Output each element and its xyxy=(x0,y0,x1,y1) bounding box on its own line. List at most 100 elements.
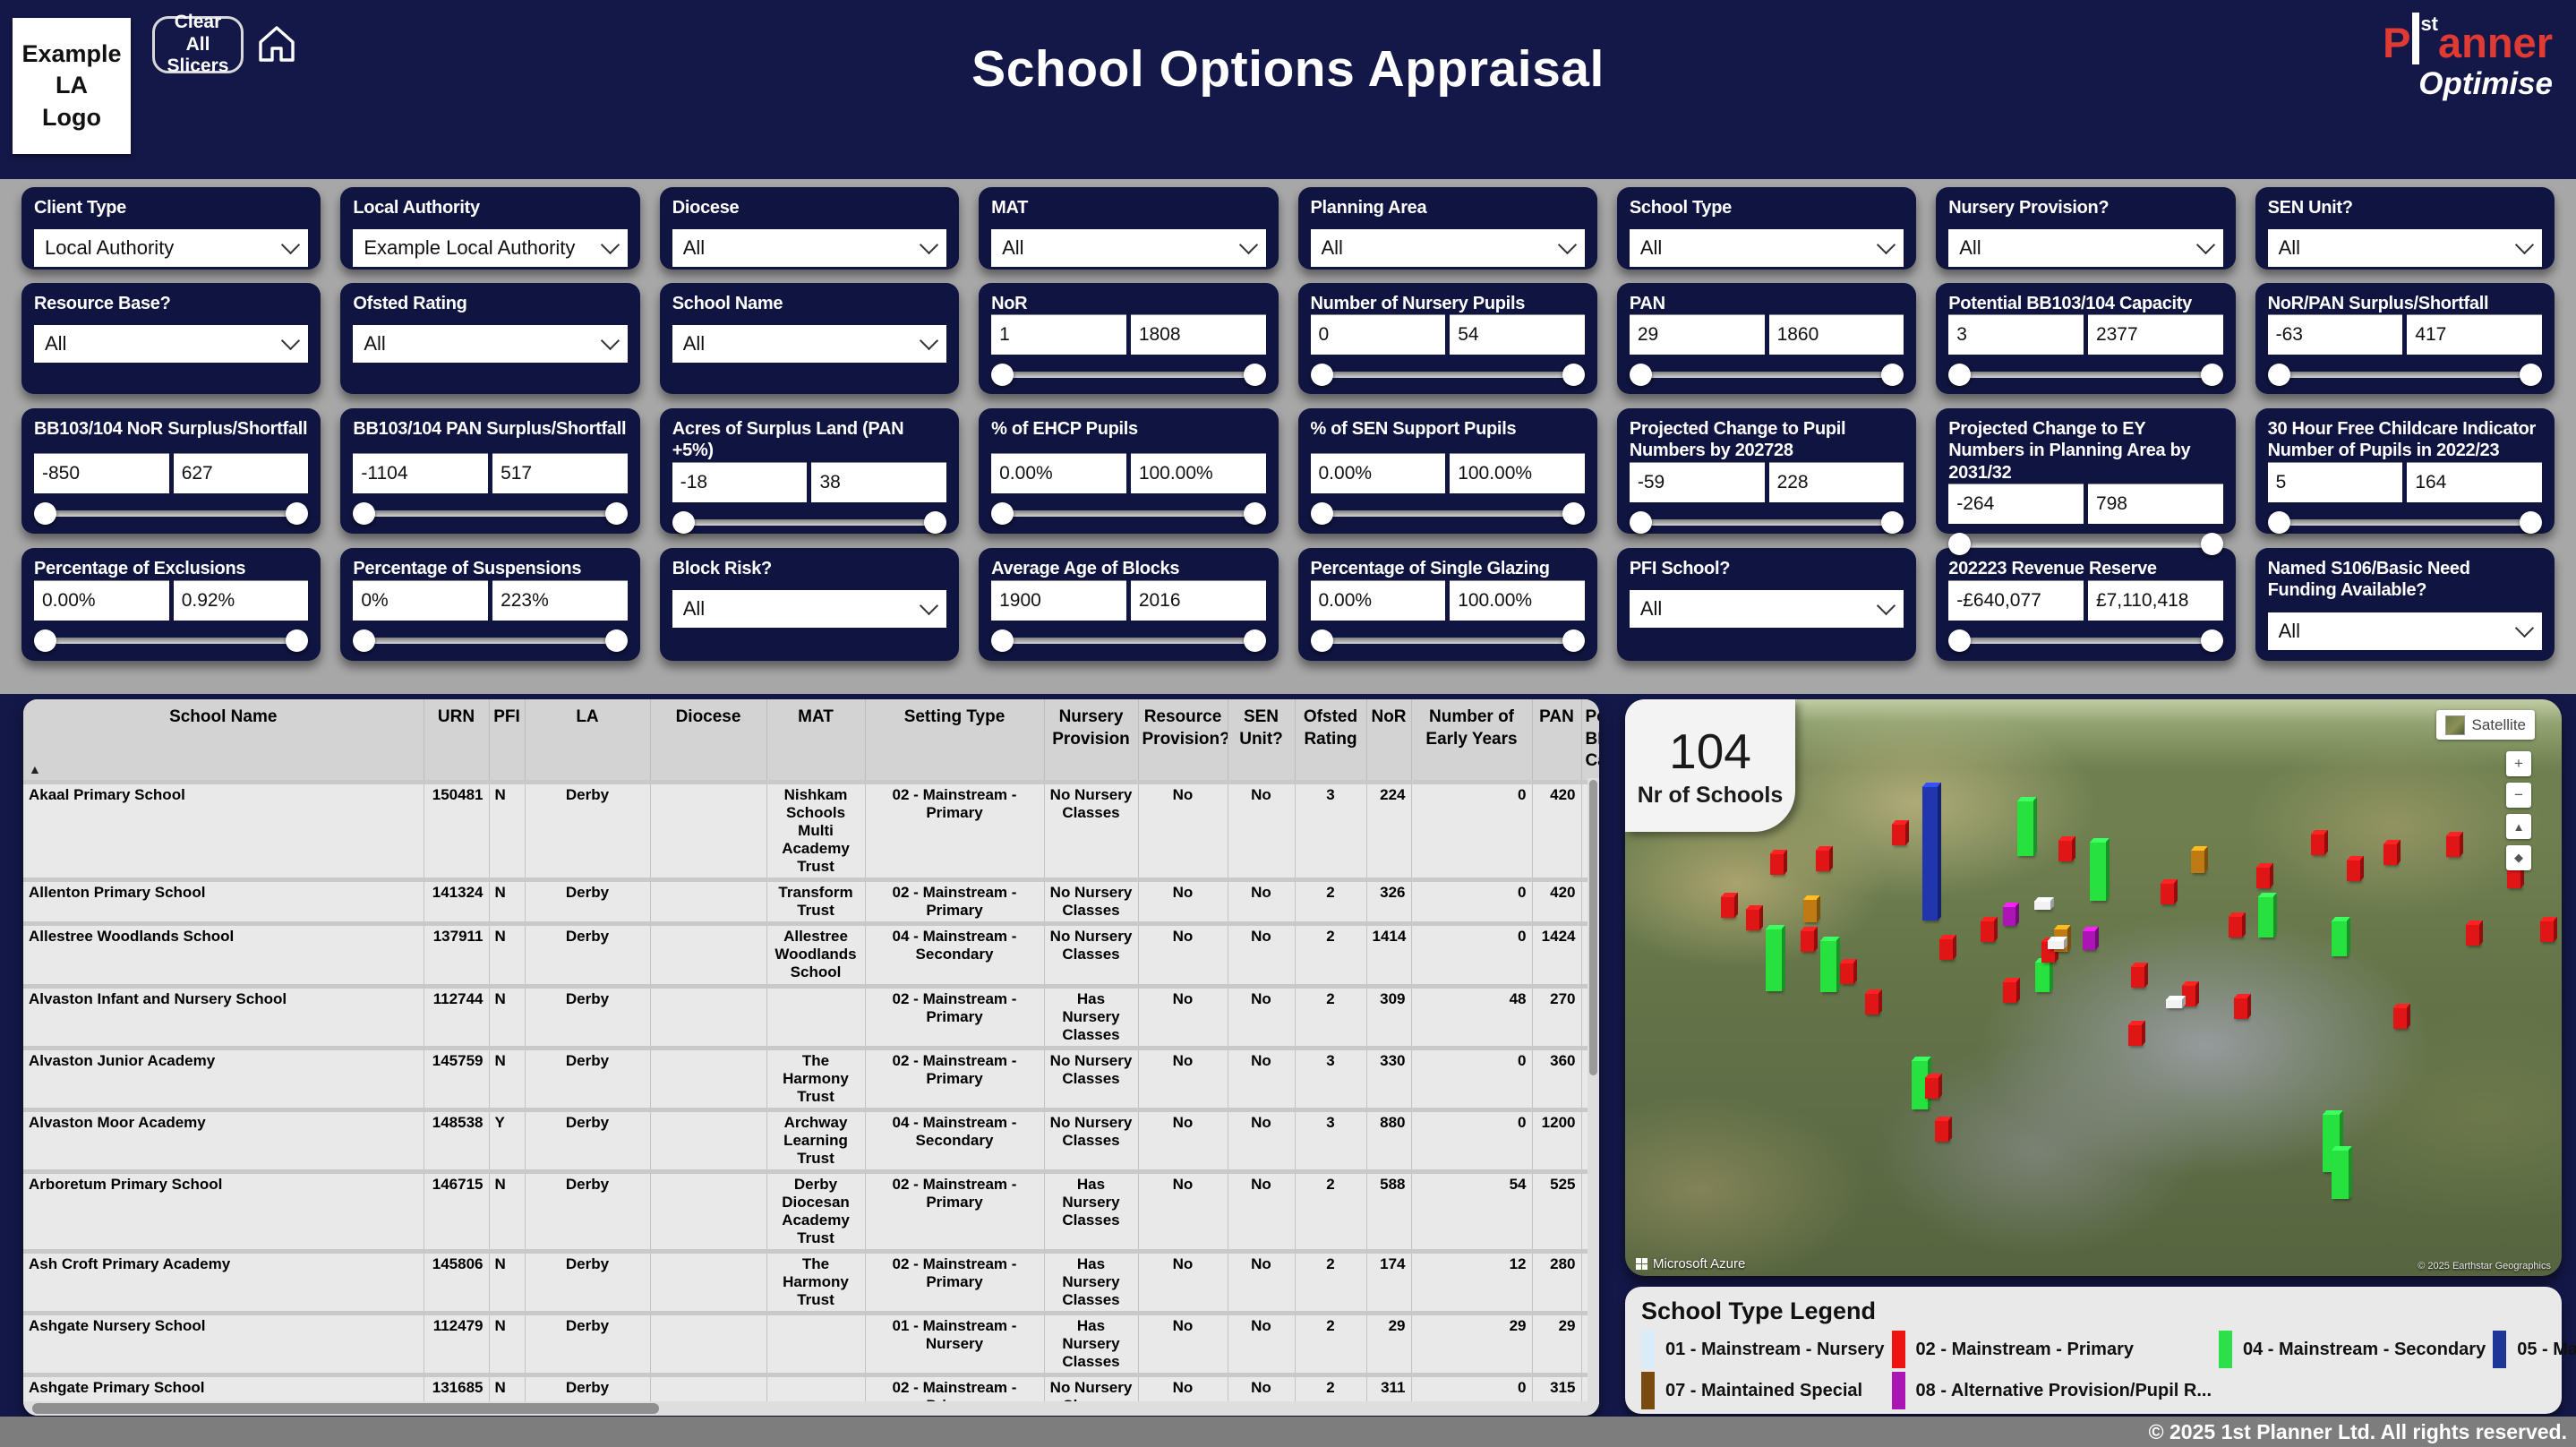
map-marker-red[interactable] xyxy=(1720,895,1734,918)
cell-number-of-early-years[interactable]: 0 xyxy=(1411,921,1533,987)
cell-school-name[interactable]: Alvaston Moor Academy xyxy=(23,1107,424,1172)
range-min-input[interactable]: -264 xyxy=(1948,484,2084,525)
range-slider[interactable] xyxy=(34,629,309,652)
slider-handle-min[interactable] xyxy=(1948,364,1972,387)
slicer-dropdown-planning-area[interactable]: All xyxy=(1310,229,1585,268)
cell-number-of-early-years[interactable]: 29 xyxy=(1411,1311,1533,1375)
map-marker-green[interactable] xyxy=(2017,801,2034,857)
range-min-input[interactable]: 0% xyxy=(353,580,489,621)
range-min-input[interactable]: 0.00% xyxy=(991,453,1126,493)
cell-resource-provision[interactable]: No xyxy=(1138,1311,1228,1375)
cell-ofsted-rating[interactable]: 3 xyxy=(1295,780,1367,880)
map-marker-red[interactable] xyxy=(2058,840,2073,862)
slider-handle-min[interactable] xyxy=(991,364,1014,387)
slider-handle-min[interactable] xyxy=(1310,364,1333,387)
slider-handle-min[interactable] xyxy=(1629,510,1652,534)
slider-handle-max[interactable] xyxy=(2200,533,2223,556)
cell-school-name[interactable]: Allestree Woodlands School xyxy=(23,921,424,987)
range-min-input[interactable]: -59 xyxy=(1629,461,1765,502)
cell-pfi[interactable]: N xyxy=(489,983,526,1049)
range-max-input[interactable]: 100.00% xyxy=(1450,453,1585,493)
slicer-dropdown-block-risk[interactable]: All xyxy=(672,590,947,629)
cell-nor[interactable]: 224 xyxy=(1366,780,1412,880)
slider-handle-max[interactable] xyxy=(1243,629,1266,652)
range-min-input[interactable]: -850 xyxy=(34,453,169,493)
cell-nor[interactable]: 309 xyxy=(1366,983,1412,1049)
cell-number-of-early-years[interactable]: 0 xyxy=(1411,780,1533,880)
cell-mat[interactable]: The Harmony Trust xyxy=(766,1045,866,1110)
range-max-input[interactable]: 38 xyxy=(811,461,947,502)
cell-mat[interactable] xyxy=(766,983,866,1049)
map-style-satellite-button[interactable]: Satellite xyxy=(2435,710,2535,740)
cell-ofsted-rating[interactable]: 2 xyxy=(1295,921,1367,987)
cell-diocese[interactable] xyxy=(650,878,767,924)
column-header-diocese[interactable]: Diocese xyxy=(650,699,767,783)
range-min-input[interactable]: 0 xyxy=(1310,314,1446,355)
slicer-dropdown-ofsted-rating[interactable]: All xyxy=(353,325,628,364)
range-min-input[interactable]: 0.00% xyxy=(1310,580,1446,621)
map-marker-red[interactable] xyxy=(1935,1120,1949,1143)
column-header-nor[interactable]: NoR xyxy=(1366,699,1412,783)
cell-nor[interactable]: 29 xyxy=(1366,1311,1412,1375)
map-marker-purple[interactable] xyxy=(2002,905,2015,926)
range-max-input[interactable]: 54 xyxy=(1450,314,1585,355)
cell-resource-provision[interactable]: No xyxy=(1138,921,1228,987)
pitch-button[interactable]: ▲ xyxy=(2506,814,2531,839)
map-marker-red[interactable] xyxy=(2002,980,2016,1003)
cell-mat[interactable]: The Harmony Trust xyxy=(766,1249,866,1314)
table-horizontal-scrollbar-thumb[interactable] xyxy=(32,1403,659,1414)
map-marker-red[interactable] xyxy=(1839,963,1853,985)
cell-pan[interactable]: 420 xyxy=(1532,878,1582,924)
map-marker-red[interactable] xyxy=(2466,923,2480,946)
cell-la[interactable]: Derby xyxy=(525,1311,651,1375)
map-marker-red[interactable] xyxy=(2130,966,2144,989)
map-marker-red[interactable] xyxy=(2539,920,2554,943)
cell-pfi[interactable]: Y xyxy=(489,1107,526,1172)
map-marker-white[interactable] xyxy=(2047,940,2064,950)
cell-pfi[interactable]: N xyxy=(489,1311,526,1375)
slider-handle-max[interactable] xyxy=(1881,364,1904,387)
cell-la[interactable]: Derby xyxy=(525,1169,651,1252)
slider-handle-min[interactable] xyxy=(2267,510,2290,534)
range-min-input[interactable]: 1900 xyxy=(991,580,1126,621)
cell-la[interactable]: Derby xyxy=(525,921,651,987)
range-min-input[interactable]: -£640,077 xyxy=(1948,580,2084,621)
slider-handle-max[interactable] xyxy=(1243,502,1266,525)
cell-urn[interactable]: 137911 xyxy=(424,921,490,987)
cell-ofsted-rating[interactable]: 2 xyxy=(1295,878,1367,924)
cell-sen-unit[interactable]: No xyxy=(1228,921,1296,987)
cell-sen-unit[interactable]: No xyxy=(1228,878,1296,924)
cell-number-of-early-years[interactable]: 0 xyxy=(1411,878,1533,924)
map-marker-orange[interactable] xyxy=(1802,899,1817,923)
range-slider[interactable] xyxy=(1948,533,2223,556)
column-header-pan[interactable]: PAN xyxy=(1532,699,1582,783)
cell-nursery-provision[interactable]: Has Nursery Classes xyxy=(1044,1249,1139,1314)
cell-pfi[interactable]: N xyxy=(489,878,526,924)
range-max-input[interactable]: 417 xyxy=(2407,314,2542,355)
table-row[interactable]: Akaal Primary School 150481 N Derby Nishkam … xyxy=(23,780,1599,880)
map-marker-green[interactable] xyxy=(1819,940,1836,993)
column-header-la[interactable]: LA xyxy=(525,699,651,783)
range-slider[interactable] xyxy=(34,502,309,525)
cell-mat[interactable]: Transform Trust xyxy=(766,878,866,924)
range-min-input[interactable]: 5 xyxy=(2267,461,2403,502)
cell-urn[interactable]: 150481 xyxy=(424,780,490,880)
range-slider[interactable] xyxy=(1310,502,1585,525)
cell-resource-provision[interactable]: No xyxy=(1138,878,1228,924)
range-slider[interactable] xyxy=(991,629,1266,652)
cell-nor[interactable]: 174 xyxy=(1366,1249,1412,1314)
cell-nor[interactable]: 326 xyxy=(1366,878,1412,924)
range-min-input[interactable]: -1104 xyxy=(353,453,489,493)
cell-setting-type[interactable]: 02 - Mainstream - Primary xyxy=(865,780,1045,880)
slider-handle-min[interactable] xyxy=(1310,629,1333,652)
column-header-mat[interactable]: MAT xyxy=(766,699,866,783)
cell-pan[interactable]: 525 xyxy=(1532,1169,1582,1252)
range-max-input[interactable]: 798 xyxy=(2087,484,2223,525)
table-row[interactable]: Arboretum Primary School 146715 N Derby Derb… xyxy=(23,1169,1599,1252)
cell-nor[interactable]: 880 xyxy=(1366,1107,1412,1172)
map-marker-red[interactable] xyxy=(1892,824,1906,846)
map-marker-red[interactable] xyxy=(2228,915,2242,938)
slider-handle-max[interactable] xyxy=(2200,629,2223,652)
map-marker-green[interactable] xyxy=(2258,895,2274,938)
cell-urn[interactable]: 145759 xyxy=(424,1045,490,1110)
